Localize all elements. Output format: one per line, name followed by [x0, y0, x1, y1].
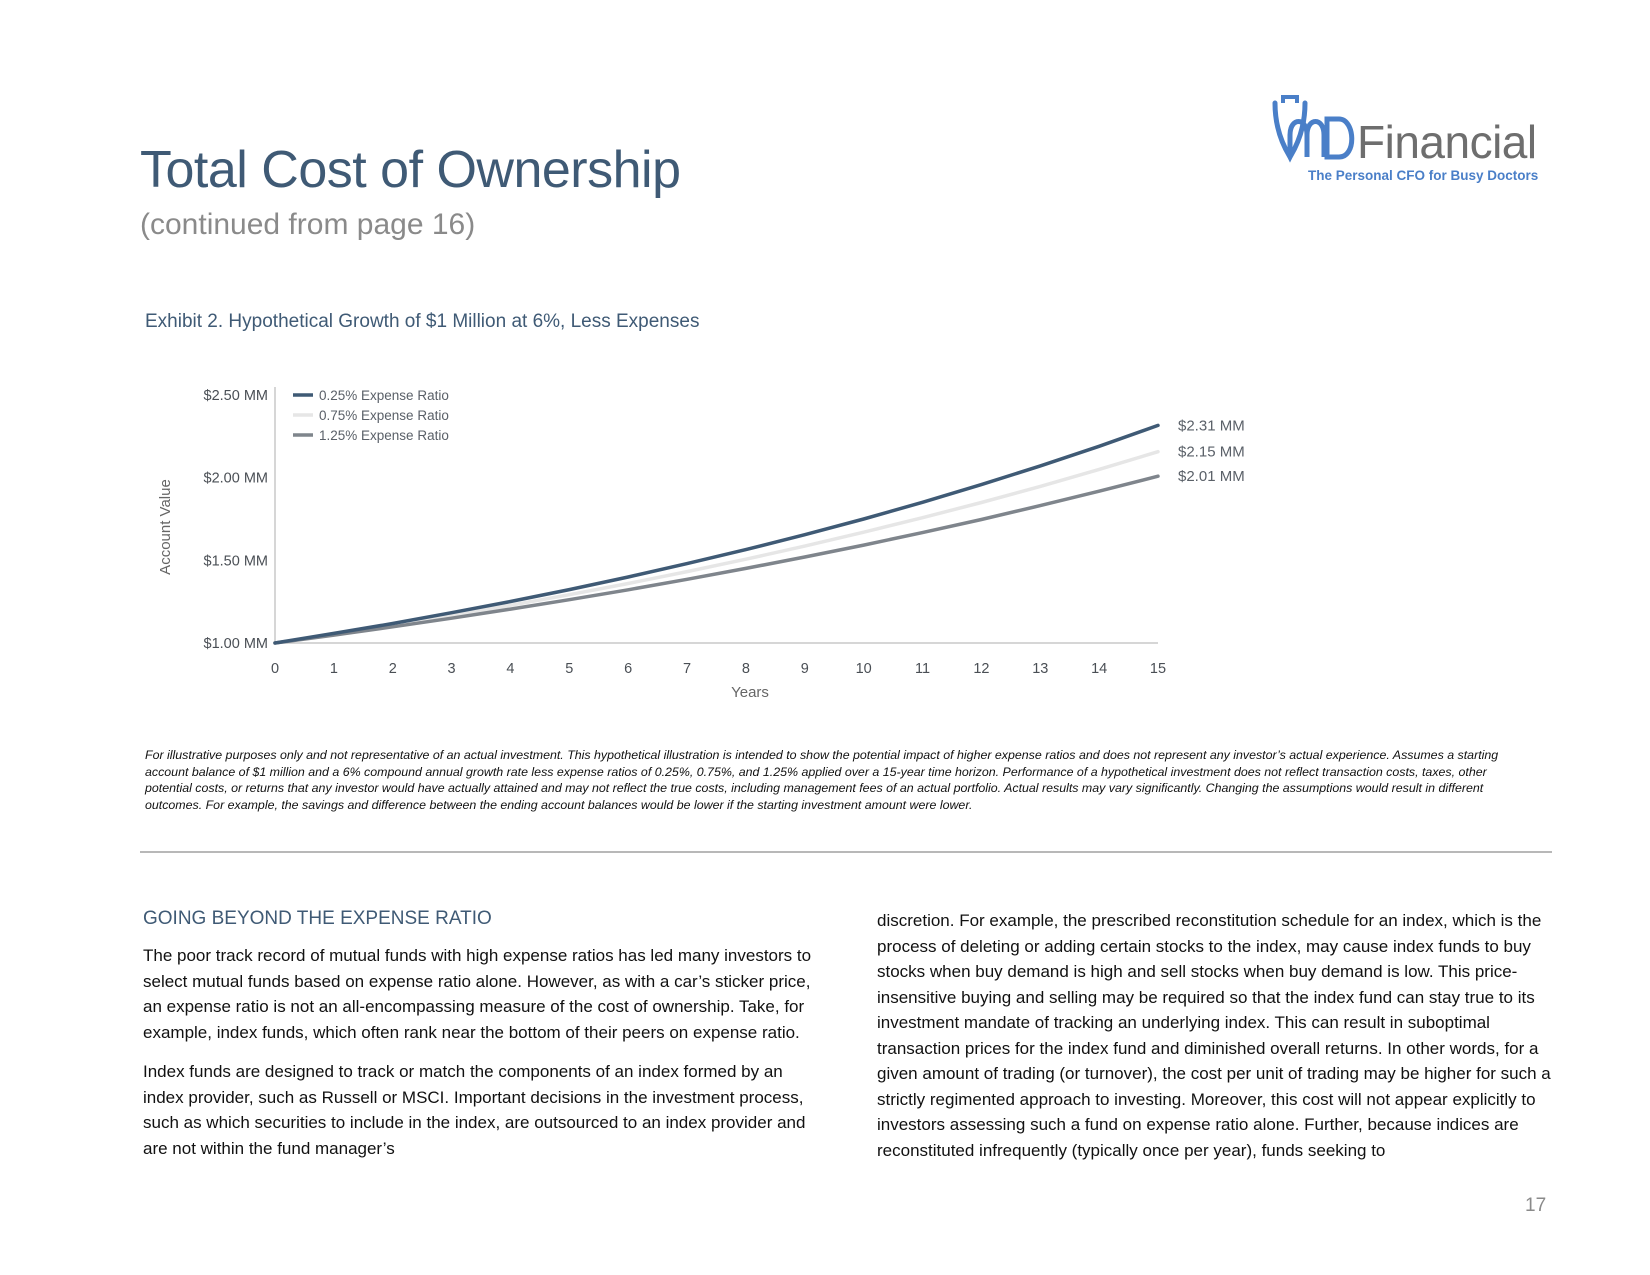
series-line — [273, 423, 1160, 645]
section-divider — [140, 851, 1552, 853]
logo-tagline: The Personal CFO for Busy Doctors — [1308, 168, 1539, 183]
section-heading: GOING BEYOND THE EXPENSE RATIO — [143, 908, 492, 929]
end-value-label: $2.15 MM — [1178, 444, 1245, 461]
y-tick-label: $2.50 MM — [204, 388, 268, 404]
exhibit-caption: Exhibit 2. Hypothetical Growth of $1 Mil… — [145, 311, 700, 332]
y-tick-label: $2.00 MM — [204, 471, 268, 487]
page-subtitle: (continued from page 16) — [140, 208, 476, 241]
legend-label: 0.25% Expense Ratio — [319, 388, 449, 403]
chart-disclaimer: For illustrative purposes only and not r… — [145, 748, 1499, 812]
body-column-right: discretion. For example, the prescribed … — [877, 908, 1557, 1177]
series-line — [273, 449, 1160, 645]
y-axis-title: Account Value — [157, 479, 174, 575]
growth-line-chart: $1.00 MM$1.50 MM$2.00 MM$2.50 MM0 1 2 3 4 5 6 7… — [157, 387, 1245, 701]
y-tick-label: $1.00 MM — [204, 636, 268, 652]
x-tick-label: 1 — [330, 661, 338, 677]
logo-wordmark: Financial — [1357, 116, 1537, 168]
series-line — [273, 474, 1160, 645]
x-tick-label: 11 — [915, 661, 930, 677]
x-tick-label: 15 — [1150, 661, 1166, 677]
y-tick-label: $1.50 MM — [204, 553, 268, 569]
x-tick-label: 9 — [801, 661, 809, 677]
legend-label: 1.25% Expense Ratio — [319, 428, 449, 443]
x-axis-title: Years — [731, 684, 769, 701]
company-logo: Financial The Personal CFO for Busy Doct… — [1265, 95, 1545, 190]
x-tick-label: 0 — [271, 661, 279, 677]
x-tick-label: 12 — [973, 661, 989, 677]
end-value-label: $2.01 MM — [1178, 468, 1245, 485]
x-tick-label: 13 — [1032, 661, 1048, 677]
x-tick-label: 6 — [624, 661, 632, 677]
body-paragraph: Index funds are designed to track or mat… — [143, 1062, 806, 1158]
x-tick-label: 8 — [742, 661, 750, 677]
x-tick-label: 14 — [1091, 661, 1107, 677]
body-paragraph: The poor track record of mutual funds wi… — [143, 946, 812, 1042]
page-number: 17 — [1525, 1195, 1547, 1216]
page-title: Total Cost of Ownership — [140, 141, 681, 199]
x-tick-label: 3 — [448, 661, 456, 677]
stethoscope-md-logo-icon — [1272, 95, 1355, 163]
body-paragraph: discretion. For example, the prescribed … — [877, 911, 1551, 1160]
x-tick-label: 4 — [506, 661, 514, 677]
x-tick-label: 5 — [565, 661, 573, 677]
legend-label: 0.75% Expense Ratio — [319, 408, 449, 423]
body-column-left: The poor track record of mutual funds wi… — [143, 943, 828, 1175]
end-value-label: $2.31 MM — [1178, 417, 1245, 434]
x-tick-label: 10 — [856, 661, 872, 677]
x-tick-label: 7 — [683, 661, 691, 677]
x-tick-label: 2 — [389, 661, 397, 677]
